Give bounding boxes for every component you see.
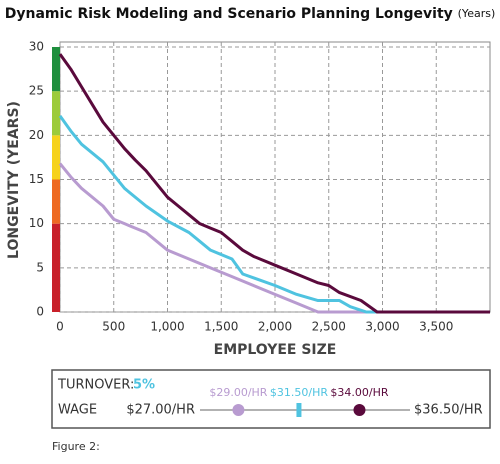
title-unit: (Years) — [458, 7, 496, 20]
x-tick-label: 500 — [102, 320, 125, 334]
y-tick-label: 5 — [36, 260, 44, 274]
chart-title-group: Dynamic Risk Modeling and Scenario Plann… — [5, 6, 496, 22]
y-tick-label: 25 — [29, 84, 44, 98]
wage-max-label: $36.50/HR — [414, 403, 483, 418]
risk-band — [52, 91, 60, 136]
series-line — [58, 115, 490, 314]
wage-label: WAGE — [58, 403, 97, 418]
caption: Figure 2: — [52, 440, 100, 453]
wage-min-label: $27.00/HR — [126, 403, 195, 418]
risk-band — [52, 223, 60, 312]
control-panel — [51, 369, 491, 429]
slider-marker[interactable] — [296, 403, 302, 417]
x-tick-label: 3,500 — [419, 320, 453, 334]
series-line — [58, 162, 490, 314]
y-axis-title: LONGEVITY (YEARS) — [6, 101, 22, 259]
x-axis-title: EMPLOYEE SIZE — [214, 342, 337, 358]
x-tick-label: 2,000 — [258, 320, 292, 334]
risk-band — [52, 135, 60, 180]
turnover-label: TURNOVER: — [57, 378, 134, 393]
y-tick-label: 20 — [29, 128, 44, 142]
y-tick-label: 30 — [29, 40, 44, 54]
legend-label: $31.50/HR — [270, 386, 328, 399]
turnover-value[interactable]: 5% — [133, 378, 155, 393]
x-tick-label: 3,000 — [365, 320, 399, 334]
series-line — [58, 53, 490, 314]
risk-band — [52, 179, 60, 224]
risk-band — [52, 47, 60, 92]
x-tick-label: 1,500 — [204, 320, 238, 334]
x-tick-label: 1,000 — [150, 320, 184, 334]
chart-title: Dynamic Risk Modeling and Scenario Plann… — [5, 6, 453, 22]
x-tick-label: 0 — [56, 320, 64, 334]
legend-label: $29.00/HR — [209, 386, 267, 399]
y-tick-label: 10 — [29, 216, 44, 230]
x-tick-label: 2,500 — [312, 320, 346, 334]
y-tick-label: 15 — [29, 172, 44, 186]
slider-marker[interactable] — [353, 404, 366, 416]
y-tick-label: 0 — [36, 305, 44, 319]
legend-label: $34.00/HR — [330, 386, 388, 399]
slider-marker[interactable] — [232, 404, 245, 416]
